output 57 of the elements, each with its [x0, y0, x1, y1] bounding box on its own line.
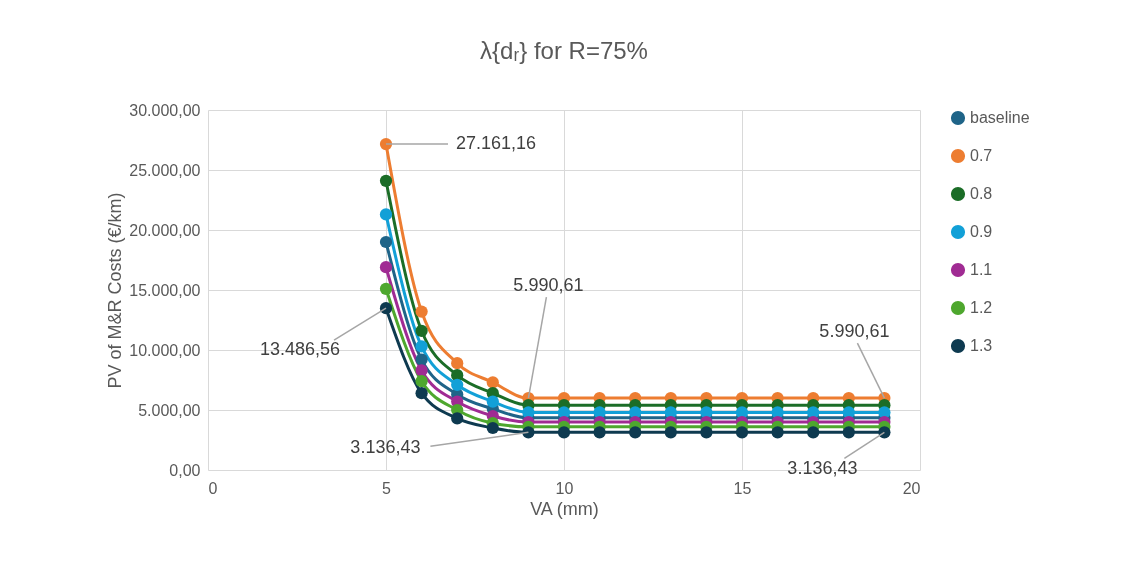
point [807, 426, 820, 439]
annotation: 27.161,16 [455, 133, 537, 154]
point [771, 426, 784, 439]
point [415, 305, 428, 318]
y-tick-label: 10.000,00 [129, 341, 201, 359]
point [415, 340, 428, 353]
x-tick-label: 20 [902, 479, 921, 497]
x-tick-label: 0 [208, 479, 218, 497]
point [593, 426, 606, 439]
point [415, 353, 428, 366]
x-axis-title: VA (mm) [530, 498, 599, 519]
point [451, 378, 464, 391]
point [486, 421, 499, 435]
point [878, 426, 891, 439]
point [700, 426, 713, 439]
y-tick-label: 20.000,00 [129, 221, 201, 239]
point [415, 375, 428, 388]
y-tick-label: 25.000,00 [129, 161, 201, 179]
point [379, 174, 393, 187]
x-tick-label: 10 [555, 479, 574, 497]
x-tick-label: 15 [733, 479, 752, 497]
point [379, 302, 393, 315]
point [486, 395, 499, 408]
point [842, 426, 855, 439]
point [451, 357, 464, 370]
y-tick-label: 0,00 [169, 461, 201, 479]
y-axis-title: PV of M&R Costs (€/km) [105, 192, 126, 389]
point [415, 387, 428, 400]
annotation: 5.990,61 [513, 275, 584, 296]
annotation: 5.990,61 [819, 321, 890, 342]
point [629, 426, 642, 439]
chart-title: λ{dᵣ} for R=75% [480, 37, 648, 64]
annotation: 3.136,43 [350, 437, 421, 458]
legend-label: 1.2 [970, 299, 993, 316]
point [415, 364, 428, 377]
legend-label: baseline [970, 109, 1030, 126]
point [379, 261, 393, 274]
legend-label: 0.7 [970, 147, 993, 164]
annotation: 13.486,56 [259, 339, 341, 360]
point [379, 235, 393, 249]
legend-label: 0.8 [970, 185, 993, 202]
legend-label: 0.9 [970, 223, 993, 240]
y-tick-label: 5.000,00 [138, 401, 201, 419]
point [664, 426, 677, 439]
point [379, 208, 393, 221]
point [415, 324, 428, 337]
point [486, 376, 499, 389]
x-tick-label: 5 [382, 479, 392, 497]
legend-label: 1.1 [970, 261, 993, 278]
y-tick-label: 15.000,00 [129, 281, 201, 299]
point [451, 412, 464, 425]
point [379, 282, 393, 295]
y-tick-label: 30.000,00 [129, 101, 201, 119]
legend-label: 1.3 [970, 337, 993, 354]
annotation: 3.136,43 [787, 458, 858, 479]
point [735, 426, 749, 439]
point [557, 426, 571, 439]
